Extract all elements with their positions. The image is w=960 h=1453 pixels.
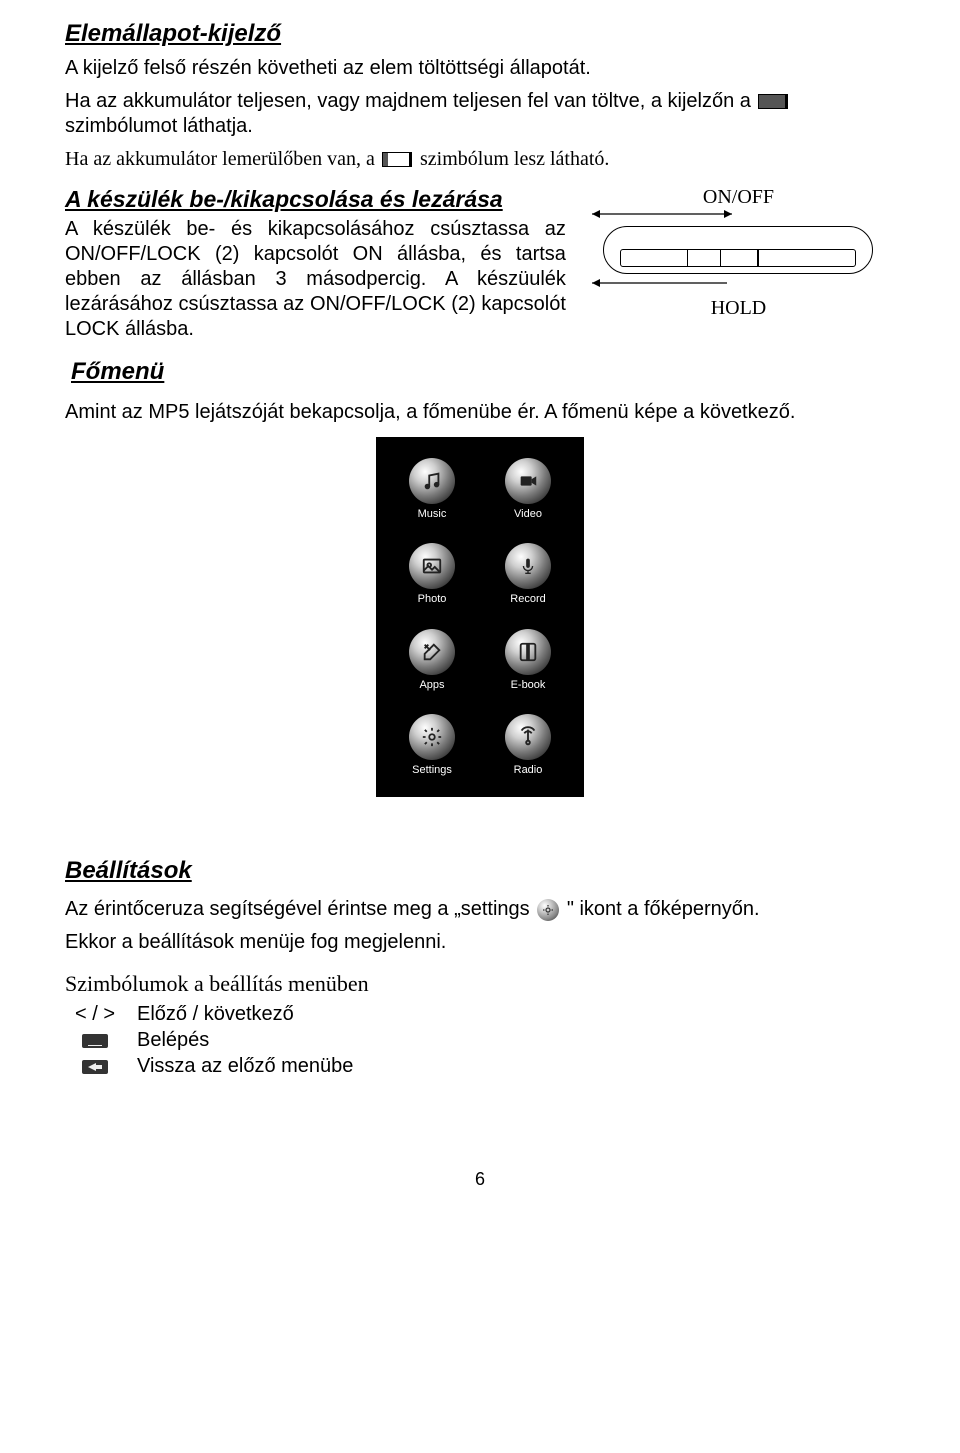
radio-icon bbox=[505, 714, 551, 760]
battery-full-icon bbox=[758, 94, 788, 109]
para-battery-2: Ha az akkumulátor teljesen, vagy majdnem… bbox=[65, 89, 895, 139]
onoff-label: ON/OFF bbox=[582, 186, 895, 209]
video-icon bbox=[505, 458, 551, 504]
onoff-arrow-icon bbox=[582, 207, 742, 221]
menu-item-radio: Radio bbox=[486, 708, 570, 784]
menu-item-settings: Settings bbox=[390, 708, 474, 784]
symbol-key-prevnext: < / > bbox=[65, 1001, 125, 1027]
para-mainmenu-intro: Amint az MP5 lejátszóját bekapcsolja, a … bbox=[65, 400, 895, 425]
para-battery-2b: szimbólumot láthatja. bbox=[65, 115, 253, 137]
heading-settings: Beállítások bbox=[65, 857, 895, 885]
hold-label: HOLD bbox=[582, 297, 895, 320]
menu-label-apps: Apps bbox=[419, 679, 444, 691]
menu-label-photo: Photo bbox=[418, 593, 447, 605]
heading-power-lock: A készülék be-/kikapcsolása és lezárása bbox=[65, 186, 566, 213]
menu-item-record: Record bbox=[486, 537, 570, 613]
menu-label-record: Record bbox=[510, 593, 545, 605]
menu-item-photo: Photo bbox=[390, 537, 474, 613]
menu-label-music: Music bbox=[418, 508, 447, 520]
music-icon bbox=[409, 458, 455, 504]
back-icon bbox=[82, 1060, 108, 1074]
para-battery-3a: Ha az akkumulátor lemerülőben van, a bbox=[65, 148, 375, 170]
para-settings-1a: Az érintőceruza segítségével érintse meg… bbox=[65, 898, 530, 920]
hold-arrow-icon bbox=[582, 276, 732, 290]
record-icon bbox=[505, 543, 551, 589]
symbol-val-back: Vissza az előző menübe bbox=[137, 1053, 353, 1079]
battery-low-icon bbox=[382, 152, 412, 167]
para-power-lock: A készülék be- és kikapcsolásához csúszt… bbox=[65, 217, 566, 342]
photo-icon bbox=[409, 543, 455, 589]
menu-label-ebook: E-book bbox=[511, 679, 546, 691]
symbol-row-back: Vissza az előző menübe bbox=[65, 1053, 895, 1079]
para-settings-2: Ekkor a beállítások menüje fog megjelenn… bbox=[65, 930, 895, 955]
para-battery-3: Ha az akkumulátor lemerülőben van, a szi… bbox=[65, 147, 895, 172]
menu-item-music: Music bbox=[390, 451, 474, 527]
menu-item-ebook: E-book bbox=[486, 622, 570, 698]
enter-icon bbox=[82, 1034, 108, 1048]
heading-mainmenu: Főmenü bbox=[65, 358, 895, 386]
heading-symbols: Szimbólumok a beállítás menüben bbox=[65, 971, 895, 997]
para-battery-3b: szimbólum lesz látható. bbox=[420, 148, 609, 170]
menu-item-video: Video bbox=[486, 451, 570, 527]
symbol-val-prevnext: Előző / következő bbox=[137, 1001, 294, 1027]
para-battery-2a: Ha az akkumulátor teljesen, vagy majdnem… bbox=[65, 90, 751, 112]
symbol-list: < / > Előző / következő Belépés Vissza a… bbox=[65, 1001, 895, 1079]
symbol-row-prevnext: < / > Előző / következő bbox=[65, 1001, 895, 1027]
para-settings-1: Az érintőceruza segítségével érintse meg… bbox=[65, 897, 895, 922]
settings-icon bbox=[409, 714, 455, 760]
para-battery-1: A kijelző felső részén követheti az elem… bbox=[65, 56, 895, 81]
menu-label-video: Video bbox=[514, 508, 542, 520]
ebook-icon bbox=[505, 629, 551, 675]
section-power-lock: A készülék be-/kikapcsolása és lezárása … bbox=[65, 186, 895, 350]
symbol-val-enter: Belépés bbox=[137, 1027, 209, 1053]
menu-label-radio: Radio bbox=[514, 764, 543, 776]
page-number: 6 bbox=[65, 1169, 895, 1190]
device-diagram bbox=[603, 226, 873, 274]
menu-label-settings: Settings bbox=[412, 764, 452, 776]
mainmenu-screenshot: Music Video Photo Record Apps bbox=[376, 437, 584, 797]
heading-battery-indicator: Elemállapot-kijelző bbox=[65, 20, 895, 48]
menu-item-apps: Apps bbox=[390, 622, 474, 698]
para-settings-1b: " ikont a főképernyőn. bbox=[567, 898, 760, 920]
symbol-row-enter: Belépés bbox=[65, 1027, 895, 1053]
settings-inline-icon bbox=[537, 899, 559, 921]
apps-icon bbox=[409, 629, 455, 675]
